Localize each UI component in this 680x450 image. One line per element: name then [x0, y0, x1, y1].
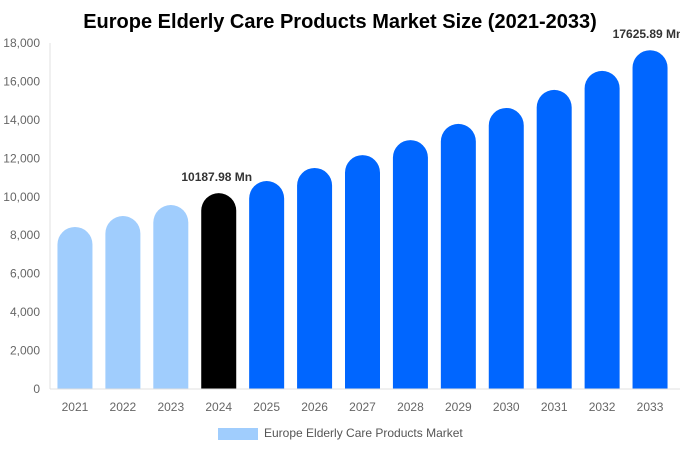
y-tick-label: 18,000 [3, 36, 40, 50]
y-axis: 0 2,000 4,000 6,000 8,000 10,000 12,000 14,000 1… [3, 36, 51, 396]
x-tick-label: 2033 [637, 400, 664, 414]
y-tick-label: 4,000 [10, 305, 40, 319]
x-tick-label: 2031 [541, 400, 568, 414]
x-tick-label: 2021 [62, 400, 89, 414]
y-tick-label: 16,000 [3, 74, 40, 88]
bar-2030[interactable] [488, 107, 524, 390]
bar-2031[interactable] [536, 89, 572, 389]
legend[interactable]: Europe Elderly Care Products Market [218, 426, 463, 440]
bar-2032[interactable] [584, 70, 620, 389]
data-labels: 10187.98 Mn 17625.89 Mn [181, 27, 680, 184]
bar-2022[interactable] [105, 216, 141, 389]
bars [57, 50, 668, 390]
y-tick-label: 10,000 [3, 190, 40, 204]
data-label: 10187.98 Mn [181, 170, 252, 184]
y-tick-label: 0 [33, 382, 40, 396]
bar-2033[interactable] [632, 50, 668, 389]
x-tick-label: 2027 [349, 400, 376, 414]
y-tick-label: 8,000 [10, 228, 40, 242]
x-tick-label: 2032 [589, 400, 616, 414]
x-tick-label: 2030 [493, 400, 520, 414]
y-tick-label: 6,000 [10, 267, 40, 281]
x-tick-label: 2029 [445, 400, 472, 414]
bar-2028[interactable] [392, 140, 428, 389]
legend-swatch [218, 428, 258, 440]
bar-2025[interactable] [249, 181, 285, 389]
y-tick-label: 14,000 [3, 113, 40, 127]
y-tick-label: 2,000 [10, 344, 40, 358]
bar-2024[interactable] [201, 193, 237, 389]
x-tick-label: 2022 [110, 400, 137, 414]
bar-2029[interactable] [440, 123, 476, 390]
bar-2026[interactable] [297, 167, 333, 389]
bar-2023[interactable] [153, 205, 189, 389]
x-tick-label: 2023 [157, 400, 184, 414]
x-tick-label: 2025 [253, 400, 280, 414]
bar-2021[interactable] [57, 226, 93, 389]
bar-2027[interactable] [345, 155, 380, 389]
x-axis: 2021 2022 2023 2024 2025 2026 2027 2028 2029 2030… [50, 388, 680, 414]
x-tick-label: 2028 [397, 400, 424, 414]
y-tick-label: 12,000 [3, 151, 40, 165]
chart-title: Europe Elderly Care Products Market Size… [83, 11, 597, 33]
data-label: 17625.89 Mn [613, 27, 680, 41]
x-tick-label: 2026 [301, 400, 328, 414]
legend-label: Europe Elderly Care Products Market [264, 426, 463, 440]
x-tick-label: 2024 [205, 400, 232, 414]
